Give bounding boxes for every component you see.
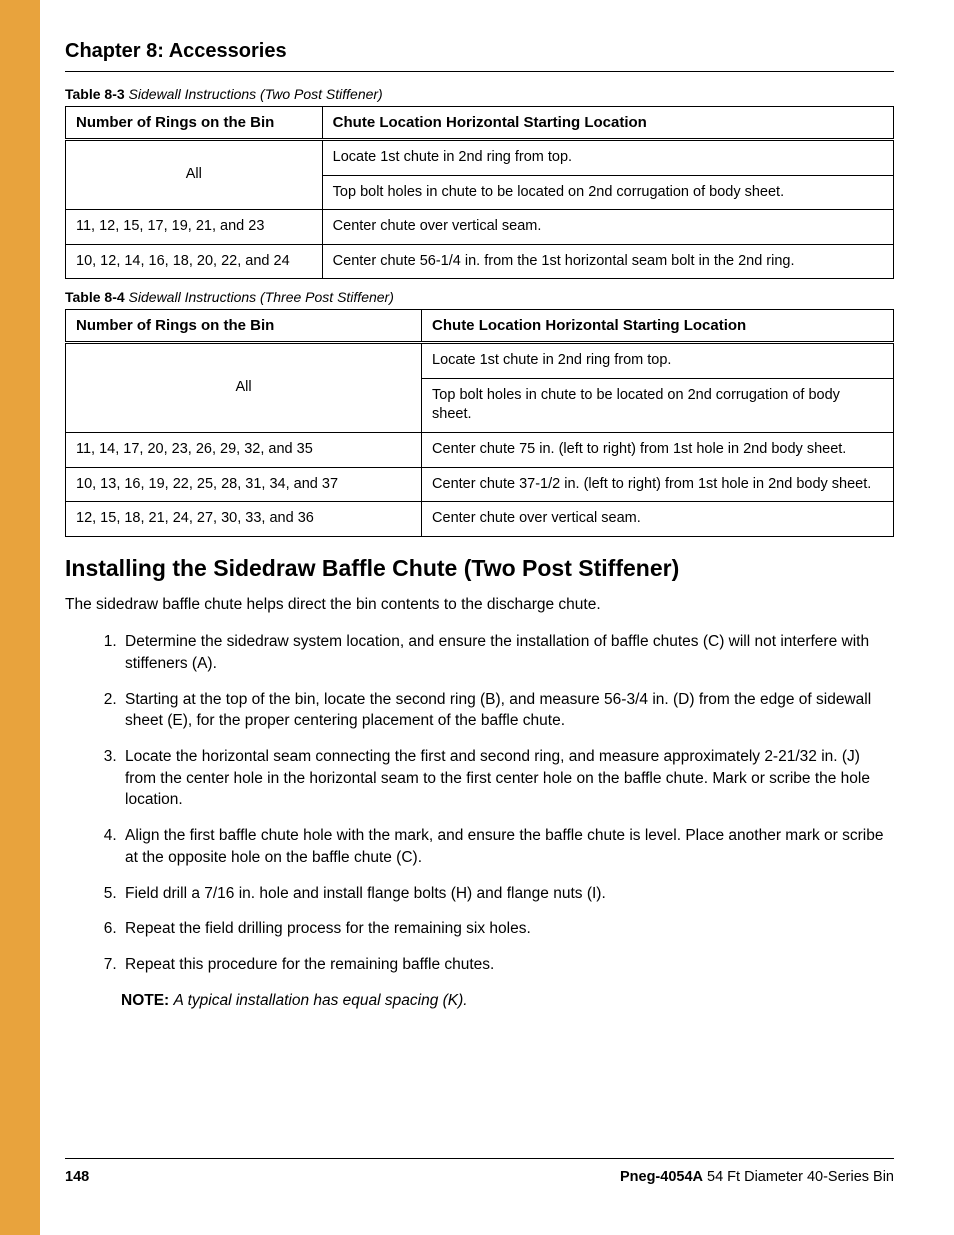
list-item: Determine the sidedraw system location, … — [121, 631, 894, 674]
table-1-caption: Table 8-3 Sidewall Instructions (Two Pos… — [65, 86, 894, 102]
table-2: Number of Rings on the Bin Chute Locatio… — [65, 309, 894, 536]
table-cell: Center chute 56-1/4 in. from the 1st hor… — [322, 244, 893, 279]
table-row: 10, 13, 16, 19, 22, 25, 28, 31, 34, and … — [66, 467, 894, 502]
document-name: 54 Ft Diameter 40-Series Bin — [703, 1169, 894, 1185]
table-2-head-1: Number of Rings on the Bin — [66, 310, 422, 343]
table-cell: Top bolt holes in chute to be located on… — [422, 378, 894, 432]
page-content: Chapter 8: Accessories Table 8-3 Sidewal… — [65, 40, 894, 1011]
table-cell: Locate 1st chute in 2nd ring from top. — [322, 140, 893, 176]
note: NOTE: A typical installation has equal s… — [65, 990, 894, 1012]
table-row: Number of Rings on the Bin Chute Locatio… — [66, 310, 894, 343]
table-1-head-2: Chute Location Horizontal Starting Locat… — [322, 107, 893, 140]
page-footer: 148 Pneg-4054A 54 Ft Diameter 40-Series … — [65, 1158, 894, 1185]
document-title: Pneg-4054A 54 Ft Diameter 40-Series Bin — [620, 1169, 894, 1185]
list-item: Starting at the top of the bin, locate t… — [121, 689, 894, 732]
section-heading: Installing the Sidedraw Baffle Chute (Tw… — [65, 555, 894, 582]
table-2-head-2: Chute Location Horizontal Starting Locat… — [422, 310, 894, 343]
table-cell: 11, 14, 17, 20, 23, 26, 29, 32, and 35 — [66, 432, 422, 467]
table-cell: 11, 12, 15, 17, 19, 21, and 23 — [66, 210, 323, 245]
document-code: Pneg-4054A — [620, 1169, 703, 1185]
table-cell: Center chute over vertical seam. — [422, 502, 894, 537]
table-row: 11, 14, 17, 20, 23, 26, 29, 32, and 35 C… — [66, 432, 894, 467]
page-number: 148 — [65, 1169, 89, 1185]
table-2-caption-title: Sidewall Instructions (Three Post Stiffe… — [129, 289, 394, 305]
list-item: Repeat this procedure for the remaining … — [121, 954, 894, 976]
table-1: Number of Rings on the Bin Chute Locatio… — [65, 106, 894, 279]
steps-list: Determine the sidedraw system location, … — [65, 631, 894, 975]
table-row: All Locate 1st chute in 2nd ring from to… — [66, 140, 894, 176]
table-2-caption-label: Table 8-4 — [65, 289, 125, 305]
table-row: Number of Rings on the Bin Chute Locatio… — [66, 107, 894, 140]
table-cell: Center chute over vertical seam. — [322, 210, 893, 245]
header-rule — [65, 71, 894, 72]
section-intro: The sidedraw baffle chute helps direct t… — [65, 594, 894, 616]
table-1-head-1: Number of Rings on the Bin — [66, 107, 323, 140]
table-2-caption: Table 8-4 Sidewall Instructions (Three P… — [65, 289, 894, 305]
list-item: Locate the horizontal seam connecting th… — [121, 746, 894, 811]
table-cell: 10, 13, 16, 19, 22, 25, 28, 31, 34, and … — [66, 467, 422, 502]
table-cell: Center chute 37-1/2 in. (left to right) … — [422, 467, 894, 502]
table-cell: All — [66, 343, 422, 433]
footer-row: 148 Pneg-4054A 54 Ft Diameter 40-Series … — [65, 1169, 894, 1185]
list-item: Field drill a 7/16 in. hole and install … — [121, 883, 894, 905]
list-item: Align the first baffle chute hole with t… — [121, 825, 894, 868]
table-row: 11, 12, 15, 17, 19, 21, and 23 Center ch… — [66, 210, 894, 245]
note-body: A typical installation has equal spacing… — [174, 992, 468, 1009]
table-row: 12, 15, 18, 21, 24, 27, 30, 33, and 36 C… — [66, 502, 894, 537]
footer-rule — [65, 1158, 894, 1159]
table-cell: 12, 15, 18, 21, 24, 27, 30, 33, and 36 — [66, 502, 422, 537]
table-row: All Locate 1st chute in 2nd ring from to… — [66, 343, 894, 379]
note-label: NOTE: — [121, 992, 169, 1009]
table-cell: All — [66, 140, 323, 210]
table-cell: Locate 1st chute in 2nd ring from top. — [422, 343, 894, 379]
chapter-title: Chapter 8: Accessories — [65, 40, 894, 63]
table-cell: Center chute 75 in. (left to right) from… — [422, 432, 894, 467]
sidebar-accent — [0, 0, 40, 1235]
table-cell: Top bolt holes in chute to be located on… — [322, 175, 893, 210]
list-item: Repeat the field drilling process for th… — [121, 918, 894, 940]
table-1-caption-title: Sidewall Instructions (Two Post Stiffene… — [129, 86, 383, 102]
table-cell: 10, 12, 14, 16, 18, 20, 22, and 24 — [66, 244, 323, 279]
table-row: 10, 12, 14, 16, 18, 20, 22, and 24 Cente… — [66, 244, 894, 279]
table-1-caption-label: Table 8-3 — [65, 86, 125, 102]
